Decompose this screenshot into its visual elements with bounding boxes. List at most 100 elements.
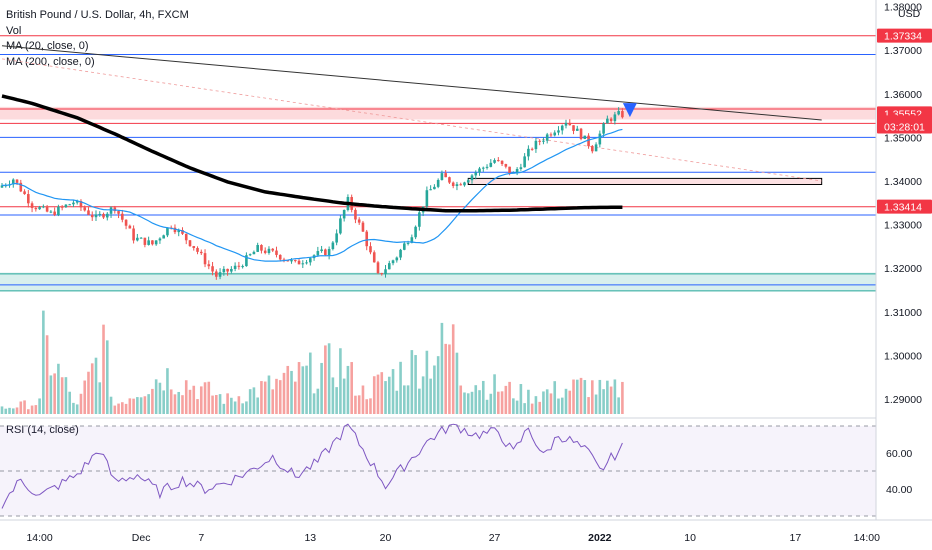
volume-bar (263, 381, 267, 414)
volume-bar (177, 391, 181, 414)
candle-body (515, 168, 519, 173)
volume-bar (57, 363, 60, 414)
candle-body (372, 252, 376, 263)
volume-bar (42, 310, 45, 414)
candle-body (34, 207, 38, 210)
candle-body (38, 207, 41, 210)
time-tick-label: 7 (198, 532, 204, 544)
candle-body (184, 233, 188, 241)
volume-bar (188, 389, 192, 414)
legend-ma20[interactable]: MA (20, close, 0) (6, 40, 89, 52)
volume-bar (23, 400, 26, 414)
legend-ma200[interactable]: MA (200, close, 0) (6, 55, 95, 68)
volume-bar (594, 394, 598, 414)
price-tick-label: 1.29000 (884, 394, 922, 406)
volume-bar (500, 391, 504, 414)
legend-volume[interactable]: Vol (6, 24, 22, 37)
candle-body (591, 146, 594, 152)
volume-bar (481, 380, 485, 414)
candle-body (463, 182, 466, 186)
volume-bar (252, 387, 256, 414)
candle-body (147, 240, 150, 245)
volume-bar (248, 389, 252, 414)
chart-title[interactable]: British Pound / U.S. Dollar, 4h, FXCM (6, 9, 189, 21)
candle-body (0, 185, 4, 188)
candle-body (549, 134, 553, 136)
volume-bar (572, 379, 575, 414)
volume-bar (184, 380, 188, 414)
candle-body (376, 262, 380, 274)
rsi-tick-label: 40.00 (886, 484, 912, 496)
candle-body (98, 213, 102, 215)
candle-body (297, 260, 301, 265)
volume-bar (192, 385, 196, 414)
volume-bar (425, 350, 429, 414)
volume-bar (414, 355, 417, 414)
candle-body (222, 268, 226, 273)
volume-bar (418, 388, 421, 414)
time-tick-label: 2022 (588, 532, 612, 544)
candle-body (440, 173, 444, 180)
time-tick-label: 14:00 (26, 532, 52, 544)
candle-body (621, 111, 624, 118)
candle-body (474, 172, 478, 176)
volume-bar (0, 406, 4, 414)
time-tick-label: 17 (790, 532, 802, 544)
volume-bar (429, 378, 432, 414)
price-tag-label: 1.37334 (884, 31, 922, 43)
volume-bar (154, 379, 158, 414)
volume-bar (312, 393, 316, 414)
candle-body (369, 246, 372, 253)
volume-bar (53, 373, 56, 414)
volume-bar (305, 365, 308, 414)
candle-body (410, 237, 414, 243)
candle-body (406, 242, 410, 244)
volume-bar (406, 385, 410, 414)
candle-body (113, 207, 117, 212)
candle-body (429, 189, 432, 191)
candle-body (75, 201, 79, 203)
candle-body (568, 122, 572, 126)
volume-bar (286, 365, 290, 414)
volume-bar (380, 372, 384, 414)
volume-bar (90, 363, 94, 414)
candle-body (613, 114, 617, 122)
volume-bar (68, 391, 71, 414)
candle-body (579, 128, 583, 139)
volume-bar (109, 396, 113, 414)
candle-body (361, 222, 365, 232)
volume-bar (11, 408, 15, 414)
price-tick-label: 1.37000 (884, 45, 922, 57)
candle-body (207, 264, 211, 267)
candle-body (395, 257, 399, 261)
volume-bar (455, 352, 459, 414)
candle-body (418, 212, 421, 227)
volume-bar (158, 382, 162, 414)
price-tag-background (877, 28, 932, 43)
volume-bar (448, 344, 451, 414)
volume-bar (79, 393, 83, 414)
candle-body (387, 263, 391, 270)
volume-bar (568, 390, 572, 414)
rsi-legend[interactable]: RSI (14, close) (6, 424, 79, 436)
price-zone (0, 106, 876, 120)
candle-body (414, 226, 417, 238)
volume-bar (226, 393, 229, 414)
candle-body (237, 265, 241, 267)
volume-bar (72, 402, 75, 414)
volume-bar (94, 357, 98, 414)
candle-body (162, 235, 165, 239)
candle-body (128, 225, 132, 229)
candle-body (42, 206, 45, 208)
candle-body (117, 211, 120, 214)
volume-bar (105, 340, 109, 414)
volume-bar (87, 371, 90, 414)
candle-body (132, 228, 135, 241)
volume-bar (113, 405, 117, 414)
volume-bar (196, 399, 199, 414)
candle-body (534, 140, 538, 150)
volume-bar (230, 397, 233, 414)
time-tick-label: 20 (380, 532, 392, 544)
candle-body (530, 148, 534, 150)
